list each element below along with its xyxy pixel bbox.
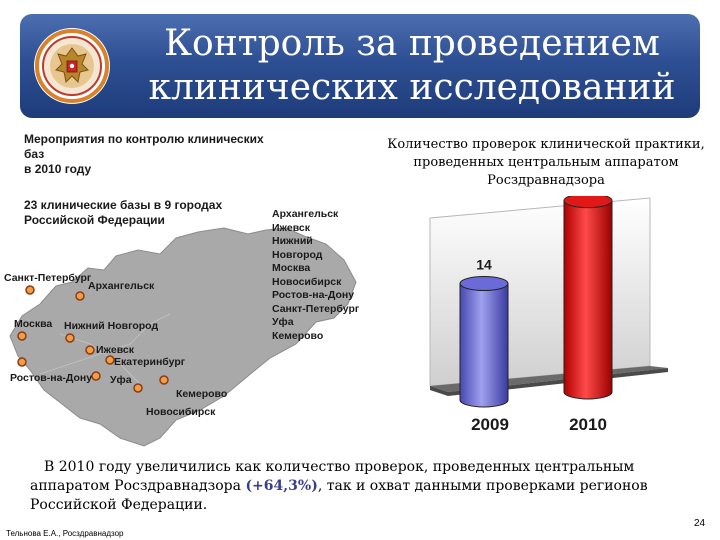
city-marker-novosibirsk [133, 383, 143, 393]
footer-author: Тельнова Е.А., Росздравнадзор [6, 529, 124, 538]
city-marker-spb [25, 285, 35, 295]
page-number: 24 [694, 518, 706, 529]
map-label-novosibirsk: Новосибирск [146, 406, 216, 418]
city-list-item: Новосибирск [272, 275, 342, 288]
russia-map [9, 227, 357, 447]
city-list-item: Санкт-Петербург [272, 302, 360, 315]
russia-map-shape [9, 227, 357, 447]
city-marker-ufa [91, 371, 101, 381]
page-title: Контроль за проведением клинических иссл… [132, 22, 692, 110]
map-label-spb: Санкт-Петербург [4, 272, 92, 284]
city-list-item: Ижевск [272, 221, 310, 234]
title-line-2: клинических исследований [148, 67, 676, 108]
bar-body [459, 283, 509, 408]
clinical-bases-summary: 23 клинические базы в 9 городах Российск… [24, 198, 234, 228]
map-label-kemerovo: Кемерово [176, 388, 228, 400]
city-list-item: Ростов-на-Дону [272, 289, 355, 301]
map-city-markers [17, 285, 169, 393]
city-list-item: Новгород [272, 248, 323, 261]
city-list: Архангельск Ижевск Нижний Новгород Москв… [272, 208, 372, 343]
russian-coat-of-arms-icon [35, 29, 109, 103]
chart-bars: 14 23 [459, 196, 613, 408]
city-marker-ekb [105, 355, 115, 365]
summary-highlight: (+64,3%) [245, 478, 318, 494]
map-label-izhevsk: Ижевск [96, 344, 134, 356]
city-list-item: Москва [272, 262, 311, 274]
city-marker-kemerovo [159, 375, 169, 385]
city-marker-nn [65, 333, 75, 343]
title-banner: Контроль за проведением клинических иссл… [20, 14, 700, 118]
city-marker-izhevsk [85, 345, 95, 355]
map-label-ekb: Екатеринбург [114, 356, 186, 368]
map-label-ufa: Уфа [110, 374, 132, 386]
title-line-1: Контроль за проведением [164, 23, 660, 64]
inspections-bar-chart: 14 23 2009 2010 [429, 196, 668, 434]
summary-text-start: В 2010 году увеличились как количество п… [30, 459, 635, 494]
map-label-nn: Нижний Новгород [64, 320, 159, 332]
city-marker-arkhangelsk [75, 291, 85, 301]
map-label-moscow: Москва [14, 318, 53, 330]
bar-2010: 23 [563, 196, 613, 400]
city-list-item: Уфа [272, 316, 294, 328]
x-tick-label: 2010 [569, 415, 607, 434]
left-heading-line-1: Мероприятия по контролю клинических баз [24, 132, 264, 161]
bar-value-label: 14 [476, 257, 492, 273]
city-list-item: Архангельск [272, 208, 339, 220]
bar-2009: 14 [459, 257, 509, 408]
map-label-rostov: Ростов-на-Дону [10, 372, 93, 384]
city-list-item: Нижний [272, 235, 313, 247]
city-marker-moscow [17, 331, 27, 341]
bar-body [563, 200, 613, 400]
bar-top [563, 196, 613, 209]
city-list-item: Кемерово [272, 329, 324, 342]
summary-paragraph: В 2010 году увеличились как количество п… [30, 458, 670, 515]
x-tick-label: 2009 [471, 415, 509, 434]
left-heading-line-2: в 2010 году [24, 162, 92, 176]
summary-text-end: , так и охват данными проверками регионо… [30, 478, 648, 513]
clinical-bases-line-1: 23 клинические базы в 9 городах [24, 198, 223, 212]
map-inner-region-line [39, 313, 171, 385]
city-marker-rostov [17, 357, 27, 367]
left-heading: Мероприятия по контролю клинических баз … [24, 132, 274, 177]
map-label-arkhangelsk: Архангельск [88, 280, 155, 292]
clinical-bases-line-2: Российской Федерации [24, 213, 165, 227]
chart-title: Количество проверок клинической практики… [387, 137, 705, 188]
bar-top [459, 276, 509, 292]
emblem-badge [34, 28, 110, 104]
